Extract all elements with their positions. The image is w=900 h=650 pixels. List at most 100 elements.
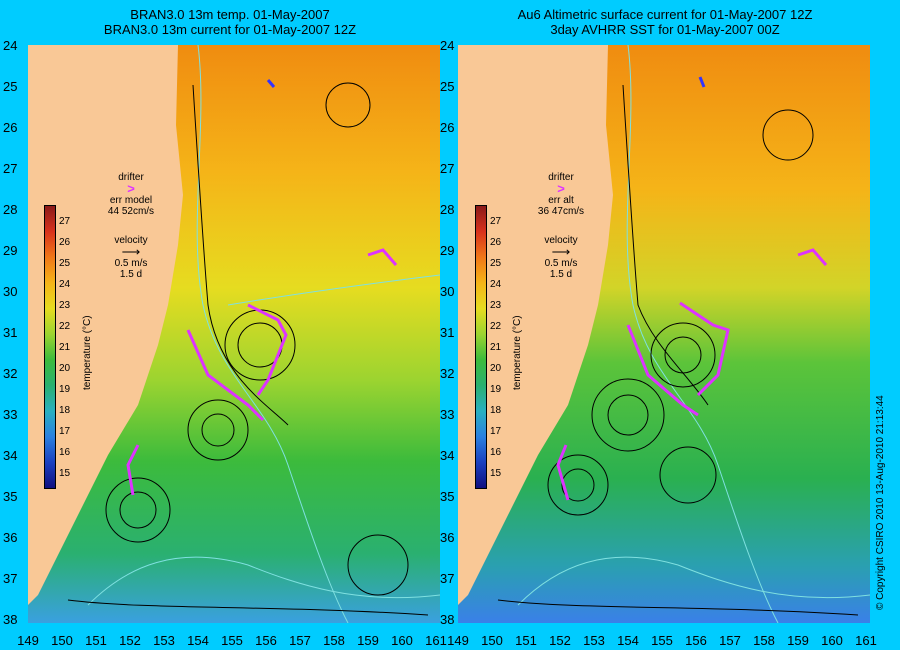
tick-16: 16 [490, 447, 502, 458]
left-drifter-marker: > [127, 181, 135, 196]
tick-26: 26 [490, 237, 502, 248]
right-colorbar-label: temperature (°C) [512, 315, 523, 390]
left-drifter-north [266, 79, 276, 88]
lon-label: 160 [391, 633, 413, 648]
lon-label: 151 [515, 633, 537, 648]
right-title-line1: Au6 Altimetric surface current for 01-Ma… [517, 7, 813, 22]
tick-22: 22 [59, 321, 71, 332]
left-velocity-label: velocity [114, 235, 148, 246]
lon-label: 159 [787, 633, 809, 648]
tick-20: 20 [490, 363, 502, 374]
left-title-line1: BRAN3.0 13m temp. 01-May-2007 [130, 7, 330, 22]
left-contours [87, 45, 440, 623]
lon-label: 160 [821, 633, 843, 648]
lon-label: 154 [617, 633, 639, 648]
tick-19: 19 [59, 384, 71, 395]
lat-label: 29 [440, 243, 455, 258]
left-vel-scale: 0.5 m/s [114, 258, 148, 269]
tick-24: 24 [490, 279, 502, 290]
tick-27: 27 [490, 216, 502, 227]
right-err-value: 36 47cm/s [537, 206, 585, 217]
lat-label: 25 [440, 79, 455, 94]
right-err-label: err alt [548, 195, 574, 206]
tick-15: 15 [59, 468, 71, 479]
tick-24: 24 [59, 279, 71, 290]
tick-17: 17 [59, 426, 71, 437]
lat-label: 38 [440, 612, 455, 627]
right-colorbar [475, 205, 487, 489]
lon-label: 161 [425, 633, 447, 648]
lat-label: 24 [440, 38, 455, 53]
lat-label: 38 [3, 612, 18, 627]
lon-label: 151 [85, 633, 107, 648]
lon-label: 152 [119, 633, 141, 648]
tick-18: 18 [490, 405, 502, 416]
right-vel-time: 1.5 d [549, 269, 573, 280]
lat-label: 27 [440, 161, 455, 176]
lon-label: 158 [323, 633, 345, 648]
left-vel-time: 1.5 d [119, 269, 143, 280]
lon-label: 158 [753, 633, 775, 648]
lon-label: 156 [685, 633, 707, 648]
lat-label: 36 [440, 530, 455, 545]
right-vel-scale: 0.5 m/s [544, 258, 578, 269]
velocity-arrow-icon: ⟶ [121, 244, 141, 259]
lat-label: 30 [440, 284, 455, 299]
lat-label: 24 [3, 38, 18, 53]
lon-label: 150 [481, 633, 503, 648]
left-err-value: 44 52cm/s [107, 206, 155, 217]
lon-label: 152 [549, 633, 571, 648]
lon-label: 149 [447, 633, 469, 648]
tick-20: 20 [59, 363, 71, 374]
tick-17: 17 [490, 426, 502, 437]
right-velocity-label: velocity [544, 235, 578, 246]
right-land [458, 45, 613, 605]
lon-label: 156 [255, 633, 277, 648]
tick-25: 25 [490, 258, 502, 269]
left-legend: drifter > err model 44 52cm/s velocity ⟶… [100, 172, 162, 280]
left-colorbar-label: temperature (°C) [82, 315, 93, 390]
lat-label: 28 [440, 202, 455, 217]
lon-label: 161 [855, 633, 877, 648]
lat-label: 32 [3, 366, 18, 381]
tick-23: 23 [490, 300, 502, 311]
lat-label: 33 [3, 407, 18, 422]
lat-label: 37 [3, 571, 18, 586]
lat-label: 26 [440, 120, 455, 135]
left-panel-title: BRAN3.0 13m temp. 01-May-2007 BRAN3.0 13… [20, 7, 440, 37]
velocity-arrow-icon: ⟶ [551, 244, 571, 259]
lon-label: 153 [583, 633, 605, 648]
lon-label: 159 [357, 633, 379, 648]
tick-19: 19 [490, 384, 502, 395]
lon-label: 155 [221, 633, 243, 648]
right-panel-title: Au6 Altimetric surface current for 01-Ma… [455, 7, 875, 37]
tick-27: 27 [59, 216, 71, 227]
right-drifters [556, 248, 828, 501]
lat-label: 34 [440, 448, 455, 463]
lat-label: 26 [3, 120, 18, 135]
left-err-label: err model [109, 195, 153, 206]
tick-25: 25 [59, 258, 71, 269]
left-map [28, 45, 440, 623]
left-streamlines [67, 82, 429, 616]
lat-label: 33 [440, 407, 455, 422]
right-streamlines [497, 84, 859, 616]
lat-label: 36 [3, 530, 18, 545]
left-drifters [126, 248, 398, 496]
right-drifter-marker: > [557, 181, 565, 196]
lon-label: 155 [651, 633, 673, 648]
lat-label: 30 [3, 284, 18, 299]
tick-23: 23 [59, 300, 71, 311]
right-drifter-north [698, 76, 706, 88]
left-colorbar [44, 205, 56, 489]
lat-label: 27 [3, 161, 18, 176]
lon-label: 150 [51, 633, 73, 648]
lat-label: 35 [3, 489, 18, 504]
lat-label: 32 [440, 366, 455, 381]
tick-21: 21 [59, 342, 71, 353]
lat-label: 28 [3, 202, 18, 217]
lat-label: 35 [440, 489, 455, 504]
copyright-note: © Copyright CSIRO 2010 13-Aug-2010 21:13… [875, 395, 886, 610]
lat-label: 29 [3, 243, 18, 258]
right-contours [517, 45, 870, 623]
